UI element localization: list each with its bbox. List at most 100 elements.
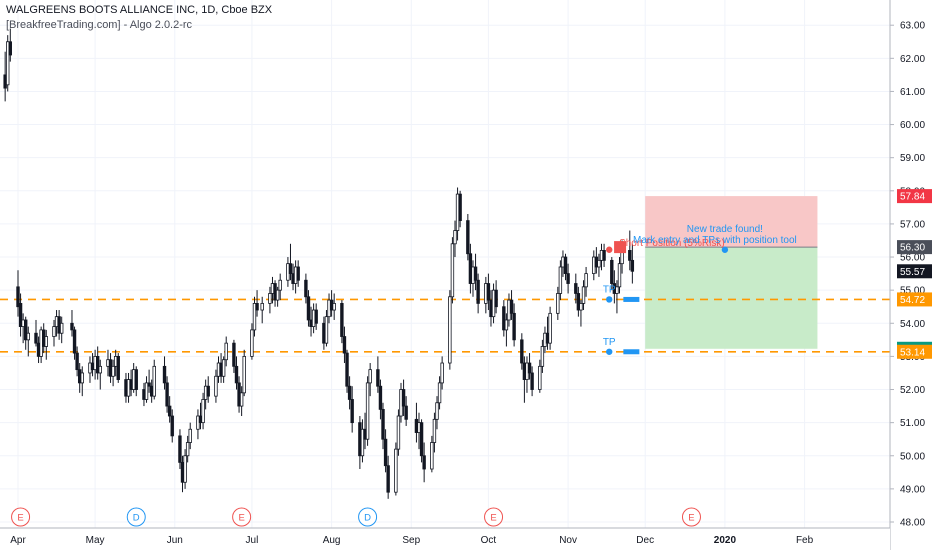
candle[interactable]: [6, 35, 10, 92]
candle[interactable]: [365, 376, 370, 446]
earnings-marker[interactable]: E: [484, 507, 504, 527]
candle[interactable]: [610, 257, 614, 291]
candle[interactable]: [574, 273, 578, 304]
candle[interactable]: [396, 409, 401, 456]
candle[interactable]: [376, 356, 380, 393]
candle[interactable]: [255, 290, 259, 317]
candle[interactable]: [268, 286, 272, 314]
candle[interactable]: [630, 243, 635, 284]
candle[interactable]: [435, 396, 439, 430]
candle[interactable]: [196, 409, 200, 440]
candle[interactable]: [401, 379, 406, 417]
candle[interactable]: [234, 356, 239, 390]
candle[interactable]: [440, 356, 444, 390]
candle[interactable]: [224, 336, 228, 367]
candle[interactable]: [548, 306, 552, 350]
candle[interactable]: [144, 376, 149, 403]
candle[interactable]: [221, 356, 226, 383]
candle[interactable]: [538, 359, 542, 393]
candle[interactable]: [75, 346, 79, 377]
candle[interactable]: [386, 455, 390, 499]
candle[interactable]: [306, 290, 311, 327]
candle[interactable]: [72, 326, 77, 360]
candle[interactable]: [201, 392, 205, 430]
candle[interactable]: [167, 396, 172, 423]
candle[interactable]: [185, 435, 190, 463]
candle[interactable]: [162, 356, 167, 390]
candle[interactable]: [350, 386, 354, 433]
candle[interactable]: [111, 359, 115, 387]
indicator-label[interactable]: [BreakfreeTrading.com] - Algo 2.0.2-rc: [6, 19, 193, 31]
candle[interactable]: [556, 286, 560, 320]
candle[interactable]: [345, 349, 349, 393]
candle[interactable]: [52, 319, 56, 347]
candle[interactable]: [275, 286, 280, 307]
dividend-marker[interactable]: D: [126, 507, 146, 527]
candle[interactable]: [579, 300, 583, 327]
candle[interactable]: [250, 323, 254, 360]
candle[interactable]: [540, 339, 545, 373]
candle[interactable]: [44, 329, 48, 360]
risk-zone[interactable]: [645, 196, 818, 248]
candle[interactable]: [214, 369, 218, 403]
candle[interactable]: [170, 409, 174, 443]
candle[interactable]: [597, 253, 601, 277]
candle[interactable]: [278, 273, 282, 301]
candle[interactable]: [24, 316, 28, 350]
candle[interactable]: [486, 273, 491, 311]
candle[interactable]: [252, 296, 257, 337]
candle[interactable]: [494, 280, 498, 314]
candle[interactable]: [527, 353, 532, 380]
candle[interactable]: [360, 419, 365, 463]
candle[interactable]: [509, 290, 514, 320]
candle[interactable]: [576, 286, 581, 317]
candle[interactable]: [80, 366, 84, 397]
candle[interactable]: [8, 28, 12, 62]
candle[interactable]: [134, 366, 138, 397]
candle[interactable]: [520, 333, 524, 370]
candle[interactable]: [558, 260, 563, 301]
candle[interactable]: [178, 429, 182, 470]
candle[interactable]: [26, 326, 30, 357]
candle[interactable]: [368, 363, 372, 397]
candle[interactable]: [404, 396, 408, 426]
candle[interactable]: [476, 273, 480, 314]
candle[interactable]: [16, 270, 20, 317]
candle[interactable]: [116, 353, 120, 383]
candle[interactable]: [34, 319, 38, 347]
candle[interactable]: [419, 419, 424, 463]
candle[interactable]: [563, 253, 568, 281]
candle[interactable]: [18, 293, 23, 337]
candle[interactable]: [504, 313, 509, 347]
candle[interactable]: [530, 366, 534, 397]
candle[interactable]: [98, 359, 102, 390]
candle[interactable]: [206, 376, 210, 403]
candle[interactable]: [502, 300, 506, 337]
candle[interactable]: [59, 316, 64, 344]
candle[interactable]: [628, 230, 632, 271]
candle[interactable]: [304, 273, 308, 304]
earnings-marker[interactable]: E: [681, 507, 701, 527]
candle[interactable]: [566, 263, 570, 294]
candle[interactable]: [95, 346, 100, 380]
candle[interactable]: [152, 359, 156, 400]
candle[interactable]: [448, 290, 452, 370]
candle[interactable]: [188, 422, 192, 450]
candle[interactable]: [466, 213, 470, 261]
candle[interactable]: [383, 429, 388, 473]
candle[interactable]: [617, 257, 622, 294]
candle[interactable]: [584, 266, 588, 297]
candle[interactable]: [458, 190, 462, 228]
candle[interactable]: [422, 442, 426, 483]
candle[interactable]: [70, 310, 74, 337]
earnings-marker[interactable]: E: [232, 507, 252, 527]
candle[interactable]: [381, 402, 385, 450]
candle[interactable]: [581, 280, 586, 311]
candle[interactable]: [332, 293, 336, 320]
candle[interactable]: [288, 243, 293, 281]
candle[interactable]: [615, 280, 619, 314]
candle[interactable]: [147, 369, 151, 393]
candle[interactable]: [324, 310, 329, 347]
candle[interactable]: [473, 253, 478, 291]
reward-zone[interactable]: [645, 247, 818, 349]
